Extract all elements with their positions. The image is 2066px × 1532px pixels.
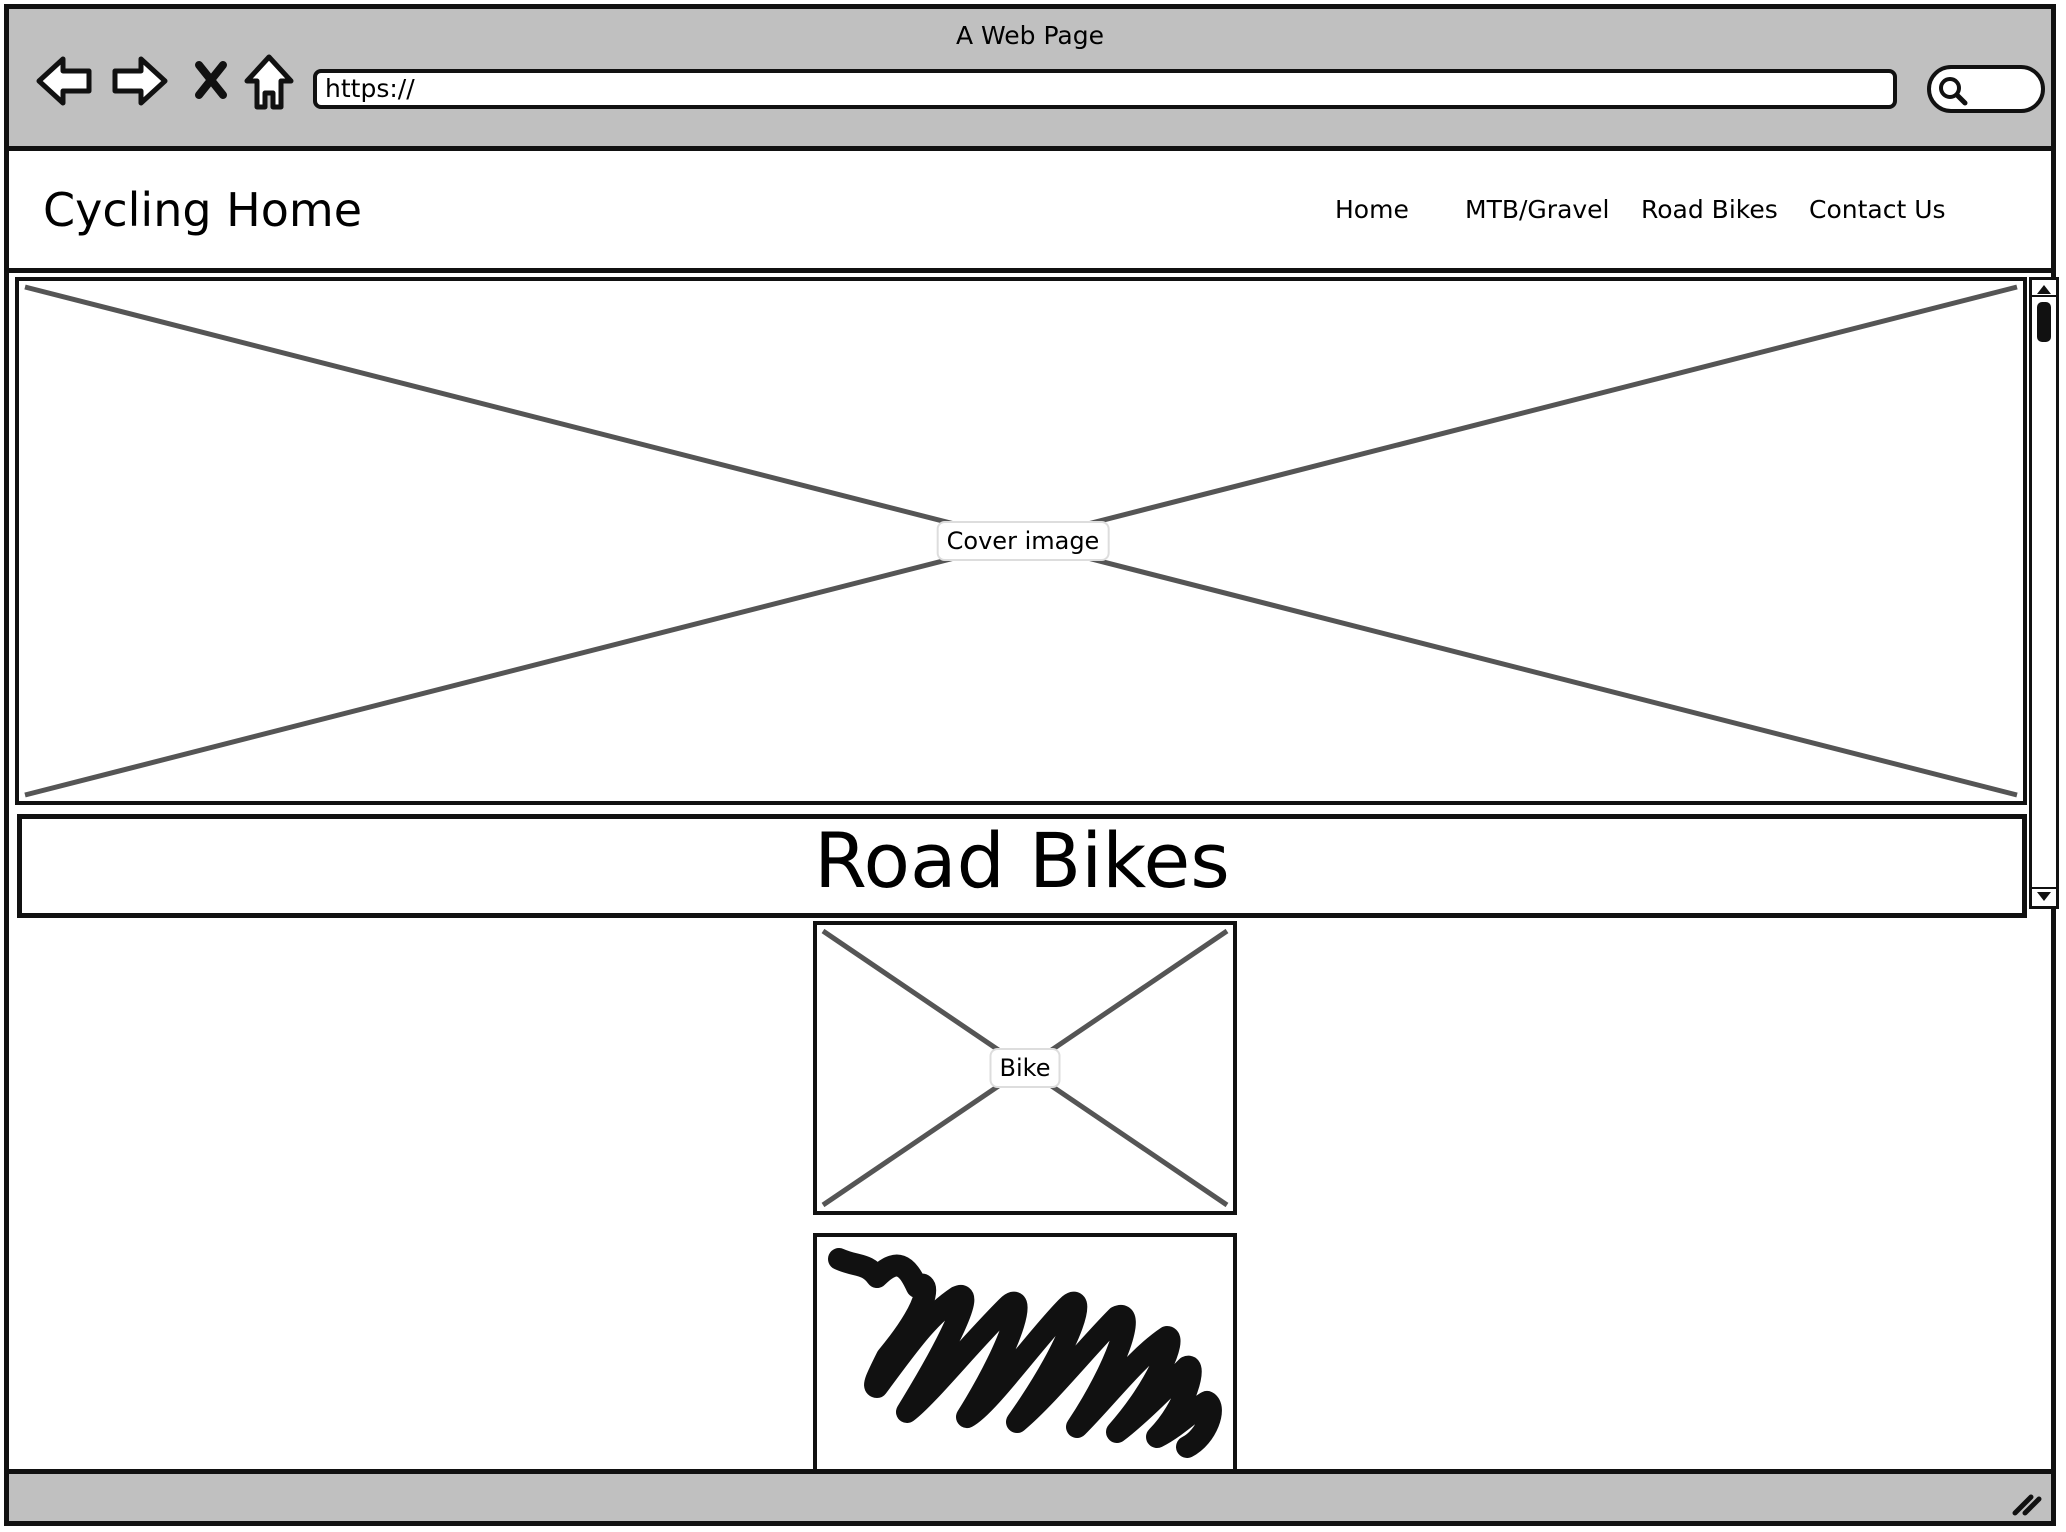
site-header: Cycling Home Home MTB/Gravel Road Bikes … — [9, 155, 2051, 273]
address-bar[interactable]: https:// — [313, 69, 1897, 109]
resize-grip-icon[interactable] — [2009, 1489, 2043, 1517]
browser-toolbar: A Web Page https:// — [9, 9, 2051, 151]
page-heading: Road Bikes — [17, 814, 2027, 918]
status-bar — [9, 1469, 2051, 1521]
cover-image-placeholder: Cover image — [15, 277, 2027, 805]
nav-contact-us[interactable]: Contact Us — [1809, 195, 1946, 224]
window-title: A Web Page — [955, 21, 1105, 50]
scroll-down-icon — [2037, 892, 2051, 901]
cover-image-label: Cover image — [936, 521, 1110, 561]
browser-window: A Web Page https:// Cycling Home Home MT… — [4, 4, 2059, 1526]
site-title[interactable]: Cycling Home — [43, 183, 363, 237]
scrollbar-graphics — [2032, 285, 2056, 901]
back-arrow-icon[interactable] — [35, 53, 95, 109]
bike-image-label: Bike — [989, 1048, 1061, 1088]
nav-mtb-gravel[interactable]: MTB/Gravel — [1465, 195, 1610, 224]
page-scrollbar[interactable] — [2029, 277, 2059, 909]
text-scribble-placeholder — [813, 1233, 1237, 1477]
scribble-graphic — [828, 1248, 1222, 1458]
nav-home[interactable]: Home — [1335, 195, 1409, 224]
forward-arrow-icon[interactable] — [109, 53, 169, 109]
scroll-up-icon — [2037, 285, 2051, 294]
browser-search-box[interactable] — [1927, 65, 2045, 113]
search-icon — [1939, 77, 1968, 106]
home-icon[interactable] — [243, 53, 295, 113]
bike-image-placeholder: Bike — [813, 921, 1237, 1215]
stop-icon[interactable] — [191, 53, 231, 109]
nav-road-bikes[interactable]: Road Bikes — [1641, 195, 1778, 224]
scrollbar-thumb — [2037, 302, 2051, 342]
